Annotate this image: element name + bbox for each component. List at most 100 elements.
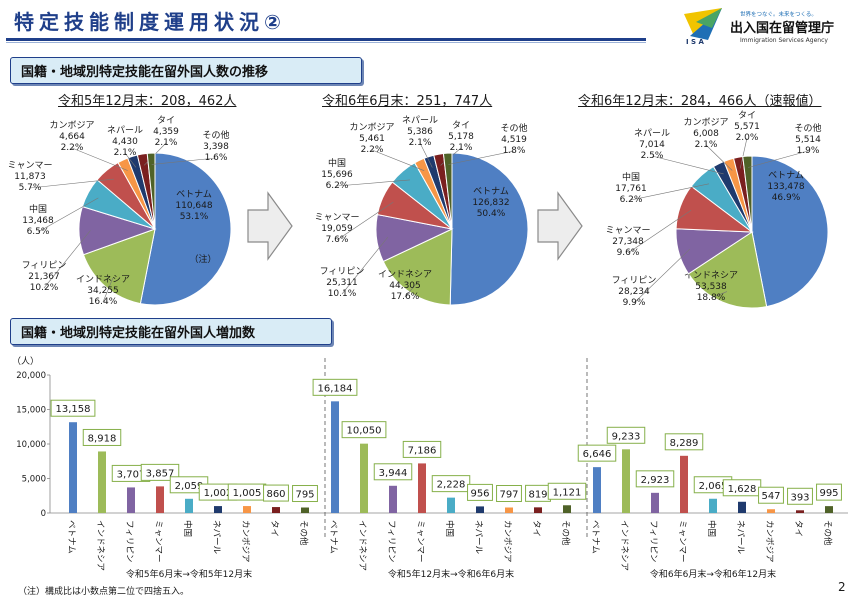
- bar: [505, 507, 513, 513]
- leader-line: [29, 178, 115, 189]
- logo-agency-name: 出入国在留管理庁: [730, 20, 834, 36]
- title-rule: [6, 38, 646, 41]
- slice-value-label: 5,386: [407, 127, 433, 137]
- category-label: ミャンマー: [153, 520, 163, 563]
- category-label: ミャンマー: [415, 520, 425, 563]
- slice-value-label: 4,519: [501, 135, 527, 145]
- slice-share-label: 2.1%: [450, 143, 473, 153]
- data-label-box: [50, 399, 96, 417]
- slice-value-label: 11,873: [14, 172, 46, 182]
- data-label-box: [467, 483, 493, 501]
- category-label: ネパール: [473, 520, 483, 555]
- data-label-box: [816, 483, 842, 501]
- data-label-box: [606, 426, 646, 444]
- slice-share-label: 2.1%: [409, 138, 432, 148]
- slice-share-label: 2.1%: [155, 138, 178, 148]
- pie-slice: [442, 152, 453, 230]
- group-period-label: 令和6年6月末→令和6年12月末: [650, 568, 776, 580]
- data-label-box: [312, 378, 358, 396]
- slice-share-label: 2.2%: [61, 143, 84, 153]
- slice-value-label: 4,664: [59, 132, 85, 142]
- y-tick-label: 0: [41, 509, 46, 519]
- slice-share-label: 16.4%: [89, 297, 118, 307]
- leader-line: [630, 183, 710, 201]
- slice-value-label: 5,514: [795, 135, 821, 145]
- slice-name-label: 中国: [622, 171, 640, 183]
- pie-slice: [742, 155, 753, 233]
- slice-share-label: 50.4%: [477, 209, 506, 219]
- arrow-right-icon: [537, 191, 583, 261]
- slice-name-label: ミャンマー: [314, 213, 359, 223]
- slice-name-label: インドネシア: [378, 269, 432, 280]
- bar: [563, 505, 571, 513]
- slice-value-label: 34,255: [87, 286, 119, 296]
- slice-value-label: 17,761: [615, 184, 647, 194]
- data-label: 6,646: [583, 449, 612, 460]
- page-title: 特定技能制度運用状況②: [14, 10, 286, 34]
- group-period-label: 令和5年6月末→令和5年12月末: [126, 568, 252, 580]
- slice-value-label: 4,430: [112, 137, 138, 147]
- slice-share-label: 2.0%: [736, 133, 759, 143]
- bar: [98, 451, 106, 513]
- y-tick-label: 10,000: [16, 440, 46, 450]
- slice-value-label: 19,059: [321, 224, 353, 234]
- bar: [214, 506, 222, 513]
- pie-note-label: （注）: [189, 253, 216, 265]
- bar: [389, 485, 397, 513]
- footnote: （注）構成比は小数点第二位で四捨五入。: [18, 587, 190, 597]
- pie-slice: [82, 228, 156, 305]
- category-label: インドネシア: [619, 520, 629, 571]
- slice-value-label: 133,478: [767, 182, 804, 192]
- slice-value-label: 4,359: [153, 127, 179, 137]
- slice-name-label: ネパール: [634, 128, 670, 139]
- leader-line: [37, 197, 99, 233]
- data-label: 8,918: [88, 433, 117, 444]
- bar: [534, 507, 542, 513]
- y-tick-label: 15,000: [16, 406, 46, 416]
- category-label: カンボジア: [764, 520, 774, 563]
- leader-line: [102, 277, 114, 303]
- slice-value-label: 5,571: [734, 122, 760, 132]
- slice-name-label: インドネシア: [76, 274, 130, 285]
- data-label: 956: [470, 488, 489, 499]
- data-label: 547: [761, 491, 780, 502]
- leader-line: [404, 282, 417, 298]
- logo-letters: I S A: [686, 38, 705, 46]
- data-label: 2,923: [641, 475, 670, 486]
- slice-share-label: 1.8%: [503, 146, 526, 156]
- data-label: 795: [295, 490, 314, 501]
- section-banner-trend: 国籍・地域別特定技能在留外国人数の推移: [10, 57, 362, 84]
- slice-share-label: 2.2%: [361, 145, 384, 155]
- arrow-right-icon: [247, 191, 293, 261]
- logo-green-shape: [696, 8, 722, 28]
- slice-name-label: フィリピン: [612, 275, 657, 286]
- bar: [767, 509, 775, 513]
- slice-share-label: 9.6%: [617, 248, 640, 258]
- leader-line: [151, 157, 217, 165]
- slice-name-label: カンボジア: [349, 122, 394, 133]
- data-label-box: [431, 475, 471, 493]
- slice-name-label: その他: [202, 129, 229, 141]
- slice-share-label: 17.6%: [391, 292, 420, 302]
- slice-name-label: 中国: [29, 203, 47, 215]
- slice-share-label: 1.9%: [797, 146, 820, 156]
- category-label: カンボジア: [502, 520, 512, 563]
- category-label: その他: [560, 520, 571, 546]
- data-label-box: [787, 487, 813, 505]
- bar: [680, 455, 688, 513]
- slice-share-label: 2.1%: [114, 148, 137, 158]
- bar: [709, 498, 717, 513]
- bar: [301, 507, 309, 513]
- slice-name-label: フィリピン: [320, 266, 365, 277]
- category-label: ベトナム: [328, 520, 338, 554]
- slice-name-label: カンボジア: [49, 120, 94, 131]
- slice-name-label: ミャンマー: [7, 161, 52, 171]
- leader-line: [419, 142, 433, 168]
- slice-name-label: タイ: [738, 110, 756, 121]
- title-rule-thin: [6, 42, 646, 43]
- slice-name-label: その他: [500, 122, 527, 134]
- leader-line: [341, 236, 389, 295]
- slice-share-label: 6.2%: [326, 181, 349, 191]
- slice-share-label: 5.7%: [19, 183, 42, 193]
